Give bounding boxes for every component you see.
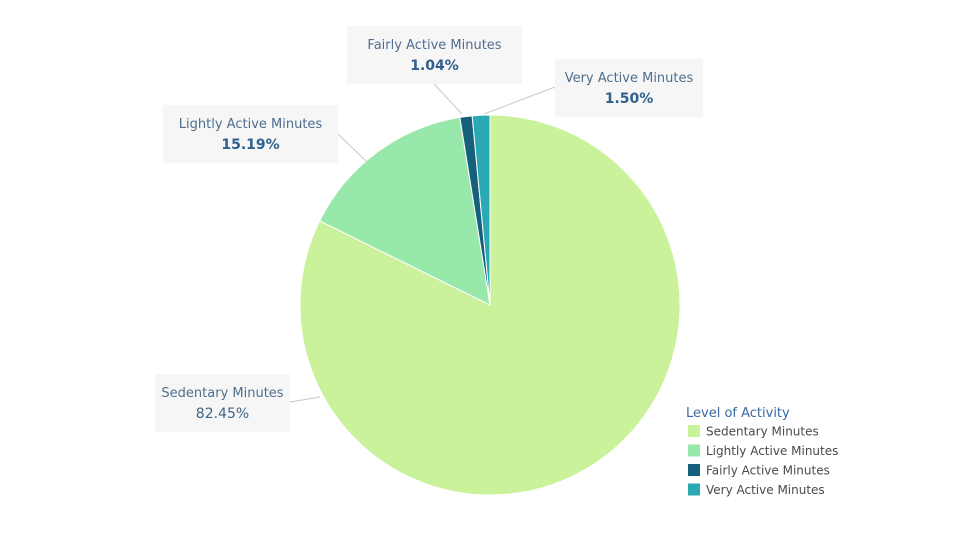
leader-line-very-active-minutes [483, 86, 556, 115]
label-name: Sedentary Minutes [161, 386, 283, 401]
label-name: Lightly Active Minutes [179, 117, 323, 132]
label-leader-lines [289, 83, 556, 403]
pie-slices [299, 114, 681, 496]
leader-line-sedentary-minutes [289, 396, 321, 403]
legend-item-lightly-active-minutes[interactable]: Lightly Active Minutes [688, 444, 838, 458]
legend-title: Level of Activity [686, 406, 790, 421]
legend-swatch [688, 444, 700, 457]
legend-item-fairly-active-minutes[interactable]: Fairly Active Minutes [688, 464, 830, 478]
legend-label: Fairly Active Minutes [706, 464, 830, 478]
label-very-active-minutes: Very Active Minutes 1.50% [555, 59, 703, 117]
legend-item-very-active-minutes[interactable]: Very Active Minutes [688, 483, 825, 497]
label-value: 1.50% [605, 91, 654, 107]
pie-slice-lightly-active-minutes[interactable] [318, 116, 491, 306]
legend-item-sedentary-minutes[interactable]: Sedentary Minutes [688, 425, 819, 439]
legend-label: Lightly Active Minutes [706, 444, 838, 458]
leader-line-fairly-active-minutes [433, 83, 463, 115]
legend-label: Sedentary Minutes [706, 425, 819, 439]
label-name: Very Active Minutes [565, 71, 694, 86]
pie-slice-very-active-minutes[interactable] [471, 114, 491, 306]
legend-swatch [688, 425, 700, 437]
legend-swatch [688, 464, 700, 476]
label-value: 82.45% [196, 406, 249, 422]
label-box [347, 26, 522, 84]
legend: Level of Activity Sedentary Minutes Light… [686, 406, 838, 497]
label-name: Fairly Active Minutes [367, 38, 501, 53]
legend-swatch [688, 483, 700, 496]
legend-items: Sedentary Minutes Lightly Active Minutes F… [688, 425, 838, 497]
label-box [555, 59, 703, 117]
label-value: 1.04% [410, 58, 459, 74]
legend-label: Very Active Minutes [706, 483, 825, 497]
label-value: 15.19% [221, 137, 279, 153]
label-lightly-active-minutes: Lightly Active Minutes 15.19% [163, 105, 338, 163]
label-box [163, 105, 338, 163]
label-fairly-active-minutes: Fairly Active Minutes 1.04% [347, 26, 522, 84]
leader-line-lightly-active-minutes [337, 133, 368, 163]
label-box [155, 374, 290, 432]
label-sedentary-minutes: Sedentary Minutes 82.45% [155, 374, 290, 432]
slice-labels: Sedentary Minutes 82.45% Lightly Active Mi… [155, 26, 703, 432]
